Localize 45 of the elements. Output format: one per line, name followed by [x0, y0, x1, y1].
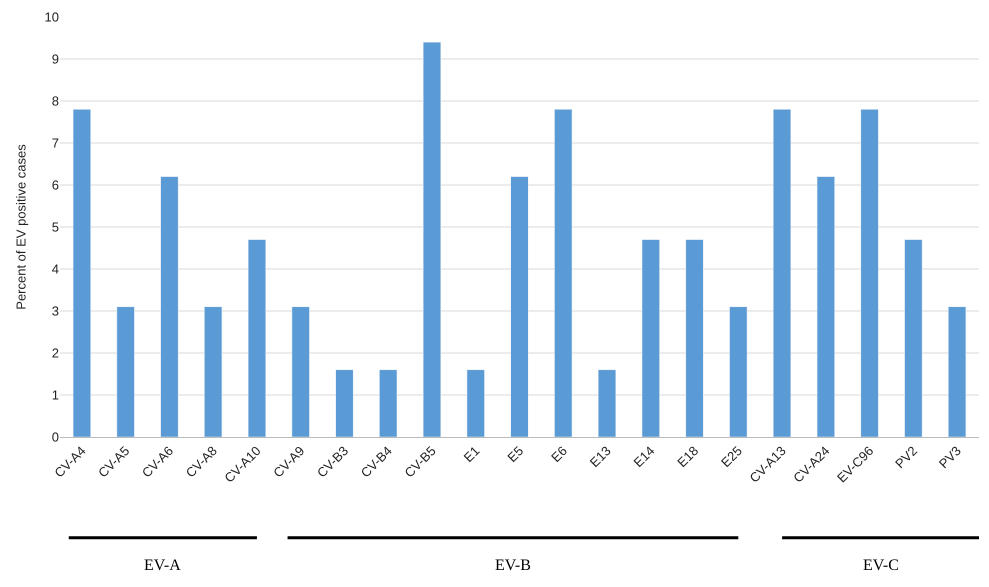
bar: [598, 370, 616, 437]
y-axis-title: Percent of EV positive cases: [13, 144, 28, 310]
bar: [948, 306, 966, 437]
x-tick-label: E14: [630, 443, 658, 470]
x-tick-label: E25: [718, 443, 746, 470]
x-tick-label: E1: [460, 443, 482, 466]
bar: [510, 176, 528, 437]
y-tick-label: 8: [52, 94, 59, 109]
bar: [292, 306, 310, 437]
y-tick-label: 6: [52, 178, 59, 193]
bar: [466, 370, 485, 437]
y-tick-label: 4: [52, 262, 59, 277]
bar: [860, 109, 879, 437]
bar: [72, 109, 91, 437]
y-tick-label: 0: [52, 430, 59, 445]
text: EV-A: [144, 557, 182, 574]
y-tick-label: 5: [52, 220, 59, 235]
bar: [422, 42, 441, 437]
y-tick-label: 7: [52, 136, 59, 151]
x-tick-label: E5: [504, 443, 526, 466]
bar: [729, 306, 748, 437]
text: EV-C: [863, 557, 899, 574]
bar: [773, 109, 792, 437]
bar: [160, 176, 178, 437]
y-tick-label: 9: [52, 52, 59, 67]
bar: [904, 239, 922, 437]
bar: [686, 239, 704, 437]
text: EV-B: [495, 557, 531, 574]
bar: [116, 306, 135, 437]
y-tick-label: 2: [52, 346, 59, 361]
y-tick-label: 1: [52, 388, 59, 403]
bar: [642, 239, 660, 437]
bar: [554, 109, 572, 437]
x-tick-label: E6: [548, 443, 570, 466]
bar: [379, 370, 398, 437]
bar: [816, 176, 835, 437]
bar: [248, 239, 266, 437]
y-tick-label: 3: [52, 304, 59, 319]
x-tick-label: PV3: [936, 443, 964, 472]
bar: [335, 370, 354, 437]
x-tick-label: E13: [586, 443, 614, 470]
x-tick-label: E18: [674, 443, 702, 470]
x-tick-label: PV2: [892, 443, 920, 472]
y-tick-label: 10: [44, 10, 59, 25]
bar: [204, 306, 222, 437]
